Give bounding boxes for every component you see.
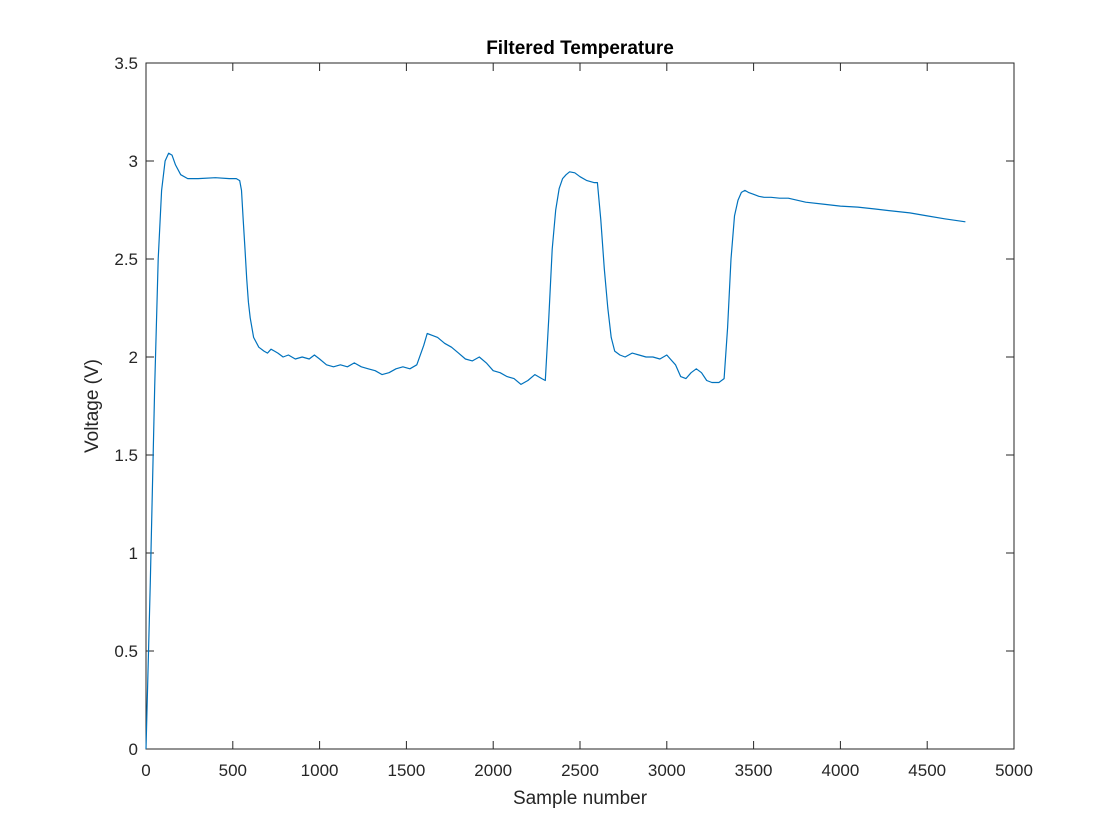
x-tick-label: 2000 [474,761,512,780]
chart-title: Filtered Temperature [486,38,674,59]
x-tick-label: 1000 [301,761,339,780]
x-tick-label: 5000 [995,761,1033,780]
x-tick-label: 2500 [561,761,599,780]
x-tick-label: 0 [141,761,150,780]
x-axis-label: Sample number [513,788,648,809]
y-tick-label: 2.5 [114,250,138,269]
x-tick-label: 4500 [908,761,946,780]
x-tick-label: 3000 [648,761,686,780]
series-line [145,152,966,750]
y-tick-label: 2 [129,348,138,367]
y-tick-label: 3 [129,152,138,171]
axis-ticks [145,62,1015,750]
x-tick-label: 3500 [735,761,773,780]
y-tick-label: 0.5 [114,642,138,661]
y-axis-label: Voltage (V) [82,359,103,453]
y-tick-label: 1 [129,544,138,563]
y-tick-label: 1.5 [114,446,138,465]
x-tick-label: 4000 [821,761,859,780]
y-tick-label: 3.5 [114,54,138,73]
y-tick-label: 0 [129,740,138,759]
x-tick-label: 1500 [387,761,425,780]
plot-area [145,62,1015,750]
x-tick-label: 500 [219,761,247,780]
axis-tick-labels: 0 500 1000 1500 2000 2500 3000 3500 4000 4500 5000… [114,54,1033,780]
